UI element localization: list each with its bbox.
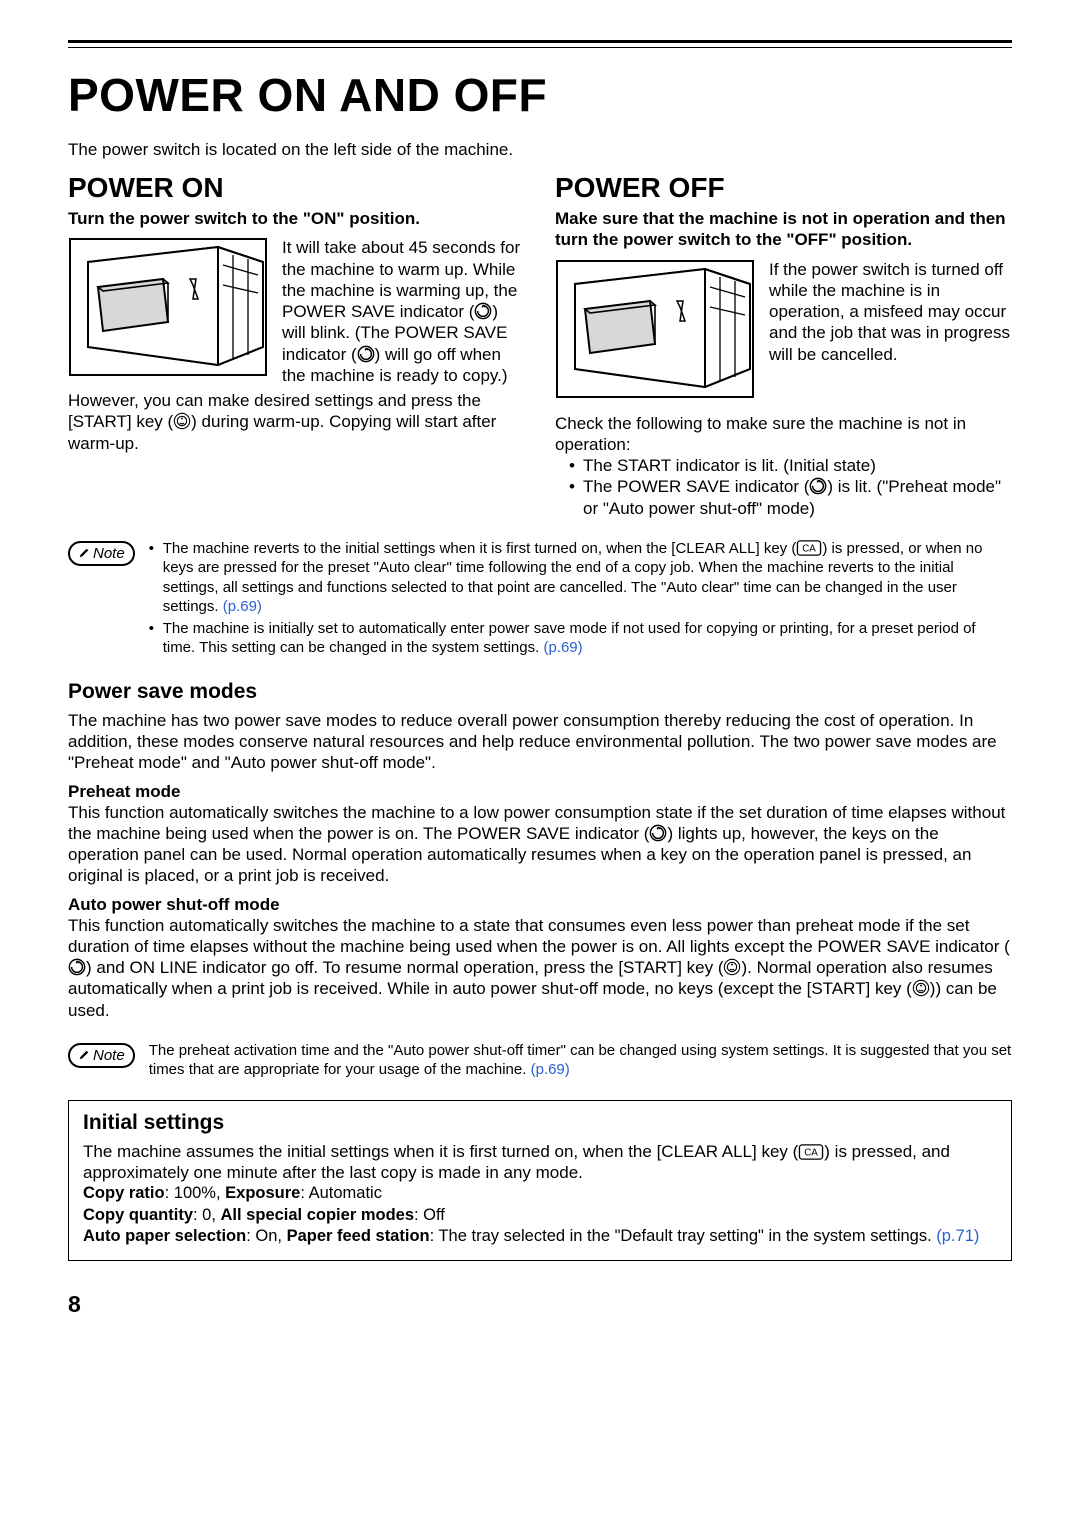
txt: The preheat activation time and the "Aut… [149, 1042, 1012, 1079]
pencil-icon [78, 547, 90, 559]
page-ref-link[interactable]: (p.69) [223, 598, 262, 615]
note-badge: Note [68, 541, 135, 566]
check-item-2: The POWER SAVE indicator () is lit. ("Pr… [569, 476, 1012, 519]
label: All special copier modes [221, 1206, 415, 1224]
pencil-icon [78, 1049, 90, 1061]
page-title: POWER ON AND OFF [68, 68, 1012, 122]
two-columns: POWER ON Turn the power switch to the "O… [68, 172, 1012, 519]
power-off-sub: Make sure that the machine is not in ope… [555, 208, 1012, 251]
intro-text: The power switch is located on the left … [68, 140, 1012, 160]
page-number: 8 [68, 1291, 1012, 1318]
clear-all-key-icon [798, 1144, 824, 1160]
txt: The POWER SAVE indicator ( [583, 477, 809, 496]
label: Copy ratio [83, 1184, 165, 1202]
note-label: Note [93, 1047, 125, 1064]
preheat-title: Preheat mode [68, 782, 1012, 802]
power-save-icon [357, 345, 375, 363]
check-list: The START indicator is lit. (Initial sta… [555, 455, 1012, 519]
note-2-content: The preheat activation time and the "Aut… [149, 1041, 1012, 1080]
start-key-icon [723, 958, 741, 976]
auto-title: Auto power shut-off mode [68, 895, 1012, 915]
machine-illustration [555, 259, 755, 399]
power-on-sub: Turn the power switch to the "ON" positi… [68, 208, 525, 229]
power-on-column: POWER ON Turn the power switch to the "O… [68, 172, 525, 519]
note-label: Note [93, 545, 125, 562]
val: : Off [414, 1206, 445, 1224]
page-ref-link[interactable]: (p.69) [531, 1061, 570, 1078]
val: : 0, [193, 1206, 221, 1224]
initial-settings-box: Initial settings The machine assumes the… [68, 1100, 1012, 1261]
power-on-below-text: However, you can make desired settings a… [68, 390, 525, 454]
txt: The machine reverts to the initial setti… [163, 540, 797, 557]
top-rule [68, 40, 1012, 48]
note-box-1: Note The machine reverts to the initial … [68, 533, 1012, 666]
val: : The tray selected in the "Default tray… [430, 1227, 937, 1245]
psm-title: Power save modes [68, 680, 1012, 704]
start-key-icon [173, 412, 191, 430]
power-save-icon [68, 958, 86, 976]
check-item-1: The START indicator is lit. (Initial sta… [569, 455, 1012, 476]
preheat-text: This function automatically switches the… [68, 802, 1012, 887]
note-1-item-2: The machine is initially set to automati… [149, 619, 1012, 658]
psm-intro: The machine has two power save modes to … [68, 710, 1012, 774]
start-key-icon [912, 979, 930, 997]
note-1-item-1: The machine reverts to the initial setti… [149, 539, 1012, 617]
power-save-icon [809, 477, 827, 495]
power-save-icon [474, 302, 492, 320]
txt: The machine assumes the initial settings… [83, 1142, 798, 1161]
initial-title: Initial settings [83, 1111, 997, 1135]
label: Copy quantity [83, 1206, 193, 1224]
settings-line-2: Copy quantity: 0, All special copier mod… [83, 1205, 997, 1226]
power-off-beside-text: If the power switch is turned off while … [769, 259, 1012, 399]
note-1-content: The machine reverts to the initial setti… [149, 539, 1012, 660]
note-badge: Note [68, 1043, 135, 1068]
val: : On, [246, 1227, 286, 1245]
power-off-column: POWER OFF Make sure that the machine is … [555, 172, 1012, 519]
auto-text: This function automatically switches the… [68, 915, 1012, 1021]
txt: This function automatically switches the… [68, 916, 1010, 956]
val: : Automatic [300, 1184, 382, 1202]
page-ref-link[interactable]: (p.71) [936, 1227, 979, 1245]
val: : 100%, [165, 1184, 226, 1202]
power-on-title: POWER ON [68, 172, 525, 204]
power-off-title: POWER OFF [555, 172, 1012, 204]
machine-illustration [68, 237, 268, 377]
power-save-icon [649, 824, 667, 842]
settings-line-3: Auto paper selection: On, Paper feed sta… [83, 1226, 997, 1247]
txt: ) and ON LINE indicator go off. To resum… [86, 958, 723, 977]
page-ref-link[interactable]: (p.69) [543, 639, 582, 656]
label: Paper feed station [287, 1227, 430, 1245]
note-box-2: Note The preheat activation time and the… [68, 1035, 1012, 1086]
check-intro: Check the following to make sure the mac… [555, 413, 1012, 456]
label: Exposure [225, 1184, 300, 1202]
power-on-beside-text: It will take about 45 seconds for the ma… [282, 237, 525, 386]
settings-line-1: Copy ratio: 100%, Exposure: Automatic [83, 1183, 997, 1204]
clear-all-key-icon [796, 540, 822, 556]
initial-intro: The machine assumes the initial settings… [83, 1141, 997, 1184]
label: Auto paper selection [83, 1227, 246, 1245]
